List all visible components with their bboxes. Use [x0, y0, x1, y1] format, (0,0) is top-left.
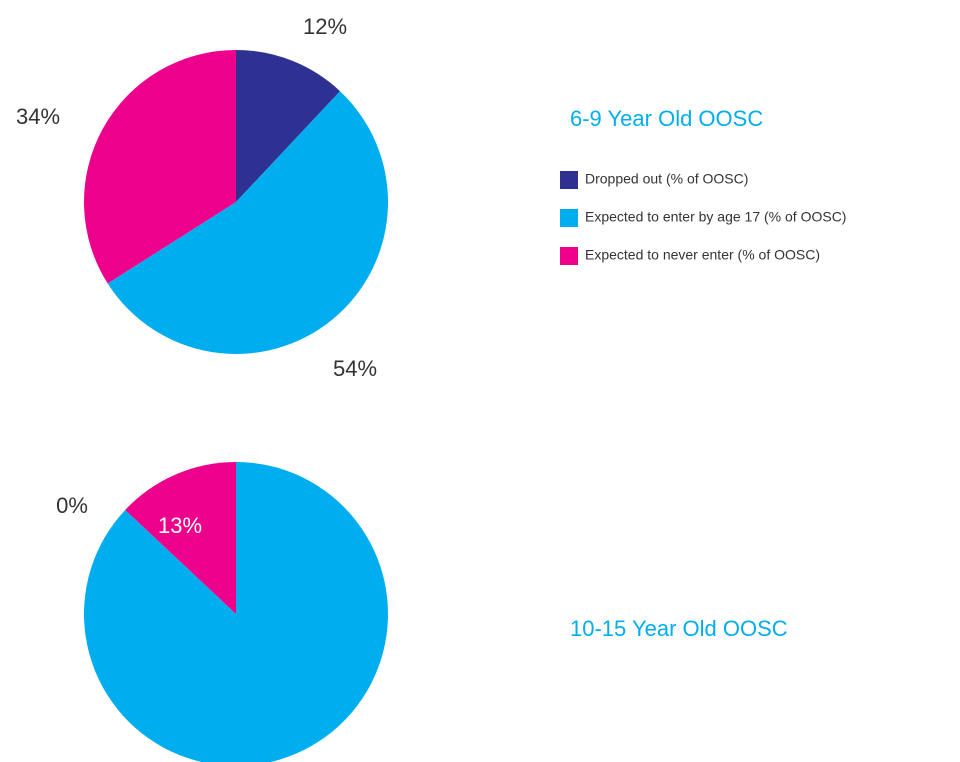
pie-slice — [125, 462, 236, 614]
legend-label: Dropped out (% of OOSC) — [585, 171, 748, 187]
legend-swatch — [560, 247, 578, 265]
pie-slice — [236, 50, 341, 202]
legend-swatch — [560, 171, 578, 189]
pie-slice — [107, 91, 388, 354]
data-label: 34% — [16, 104, 60, 129]
data-label: 0% — [56, 493, 88, 518]
legend-swatch — [560, 209, 578, 227]
pie-slice — [83, 50, 236, 284]
data-label: 12% — [303, 14, 347, 39]
pie-slice — [84, 462, 388, 762]
data-label: 54% — [333, 356, 377, 381]
data-label: 13% — [158, 513, 202, 538]
chart-title: 10-15 Year Old OOSC — [570, 616, 788, 641]
legend-label: Expected to enter by age 17 (% of OOSC) — [585, 209, 846, 225]
chart-title: 6-9 Year Old OOSC — [570, 106, 763, 131]
legend-label: Expected to never enter (% of OOSC) — [585, 247, 820, 263]
